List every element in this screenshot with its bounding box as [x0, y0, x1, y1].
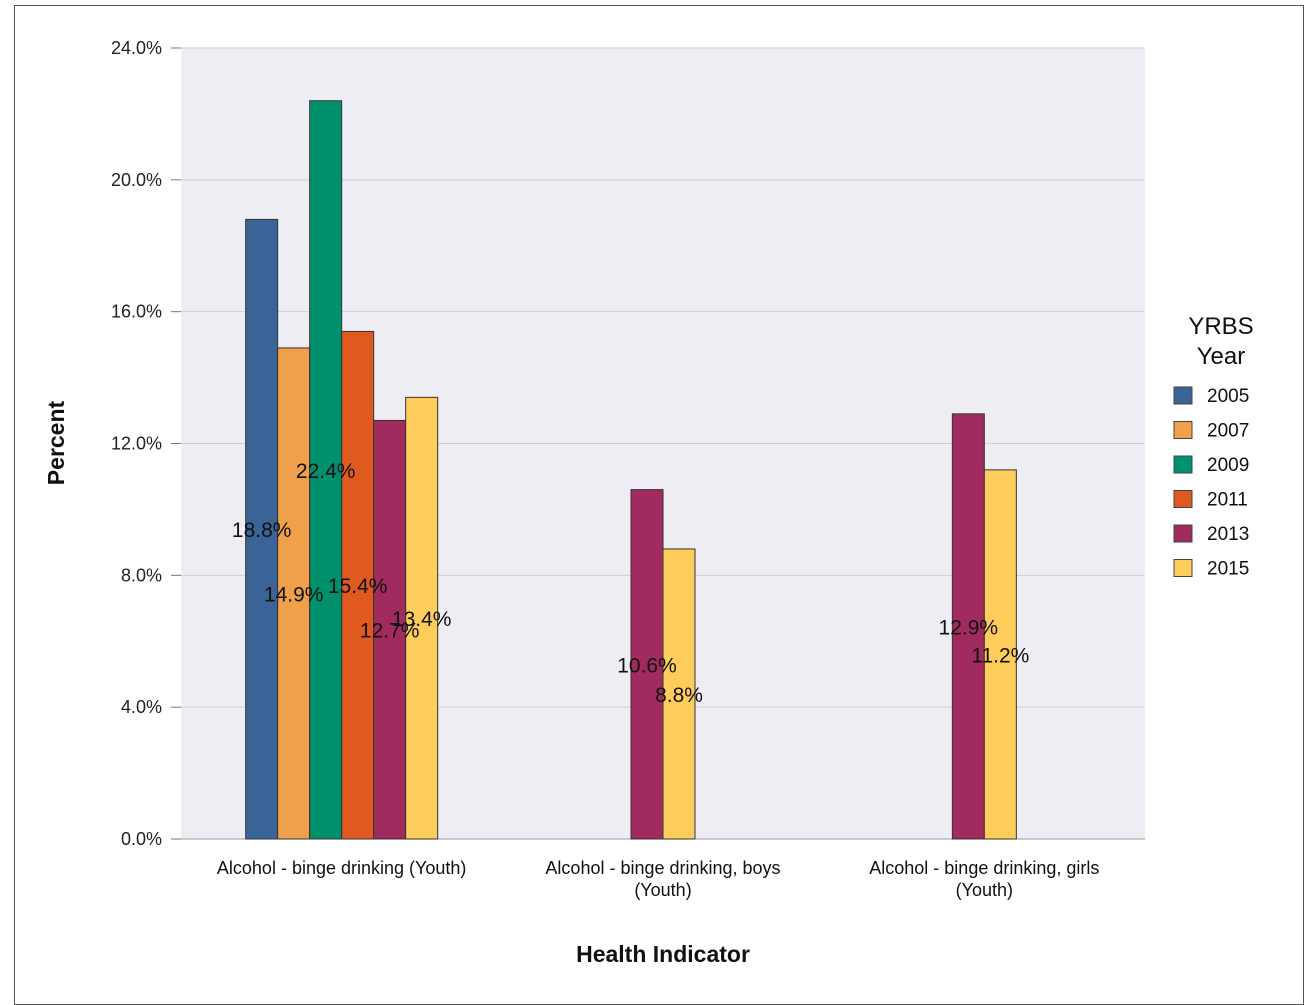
legend-label-2005: 2005	[1207, 386, 1249, 407]
data-label: 18.8%	[232, 519, 292, 542]
data-label: 14.9%	[264, 583, 324, 606]
bar-2007-cat1	[277, 347, 311, 840]
bar-2013-cat2	[630, 489, 664, 840]
legend-label-2009: 2009	[1207, 455, 1249, 476]
bar-2013-cat3	[951, 413, 985, 840]
data-label: 10.6%	[617, 654, 677, 677]
x-axis-categories: Alcohol - binge drinking (Youth) Alcohol …	[217, 858, 1099, 900]
data-label: 12.7%	[360, 620, 420, 643]
legend-swatch-2015	[1173, 559, 1193, 577]
category-label-line: (Youth)	[634, 880, 691, 900]
category-label-line: Alcohol - binge drinking (Youth)	[217, 858, 467, 878]
category-label: Alcohol - binge drinking, girls (Youth)	[869, 858, 1099, 900]
data-labels: 18.8% 14.9% 22.4% 15.4% 12.7%13.4% 10.6% 8.8% 1…	[232, 460, 1029, 707]
legend-swatch-2011	[1173, 490, 1193, 508]
legend-swatch-2005	[1173, 386, 1193, 405]
legend-swatch-2009	[1173, 455, 1193, 474]
y-axis-title: Percent	[43, 400, 69, 485]
legend-label-2013: 2013	[1207, 524, 1249, 545]
legend-swatch-2007	[1173, 421, 1193, 439]
legend: YRBS Year 2005 2007 2009 2011 2013 2015	[1173, 313, 1254, 580]
category-label: Alcohol - binge drinking (Youth)	[217, 858, 467, 878]
y-tick-label: 4.0%	[121, 697, 162, 717]
x-axis-title: Health Indicator	[576, 941, 750, 967]
legend-label-2007: 2007	[1207, 421, 1249, 442]
bars	[245, 100, 1017, 840]
y-tick-label: 12.0%	[111, 434, 162, 454]
legend-title: Year	[1197, 343, 1246, 370]
y-axis-ticks: 0.0% 4.0% 8.0% 12.0% 16.0% 20.0% 24.0%	[111, 38, 181, 849]
y-tick-label: 16.0%	[111, 302, 162, 322]
category-label-line: Alcohol - binge drinking, boys	[545, 858, 780, 878]
data-label: 8.8%	[655, 684, 703, 707]
legend-label-2015: 2015	[1207, 559, 1249, 580]
bar-chart: 0.0% 4.0% 8.0% 12.0% 16.0% 20.0% 24.0% 18.8% 14…	[43, 38, 1254, 967]
y-tick-label: 24.0%	[111, 38, 162, 58]
category-label: Alcohol - binge drinking, boys (Youth)	[545, 858, 780, 900]
legend-title: YRBS	[1188, 313, 1253, 340]
legend-swatch-2013	[1173, 524, 1193, 543]
y-tick-label: 8.0%	[121, 565, 162, 585]
bar-2015-cat3	[983, 469, 1017, 840]
data-label: 13.4%	[392, 608, 452, 631]
category-label-line: Alcohol - binge drinking, girls	[869, 858, 1099, 878]
data-label: 15.4%	[328, 575, 388, 598]
bar-2015-cat2	[662, 548, 696, 840]
bar-2015-cat1	[405, 396, 439, 840]
data-label: 12.9%	[939, 616, 999, 639]
category-label-line: (Youth)	[956, 880, 1013, 900]
bar-2013-cat1	[373, 419, 407, 840]
y-tick-label: 0.0%	[121, 829, 162, 849]
data-label: 11.2%	[971, 644, 1029, 667]
y-tick-label: 20.0%	[111, 170, 162, 190]
legend-label-2011: 2011	[1207, 490, 1248, 511]
data-label: 22.4%	[296, 460, 356, 483]
